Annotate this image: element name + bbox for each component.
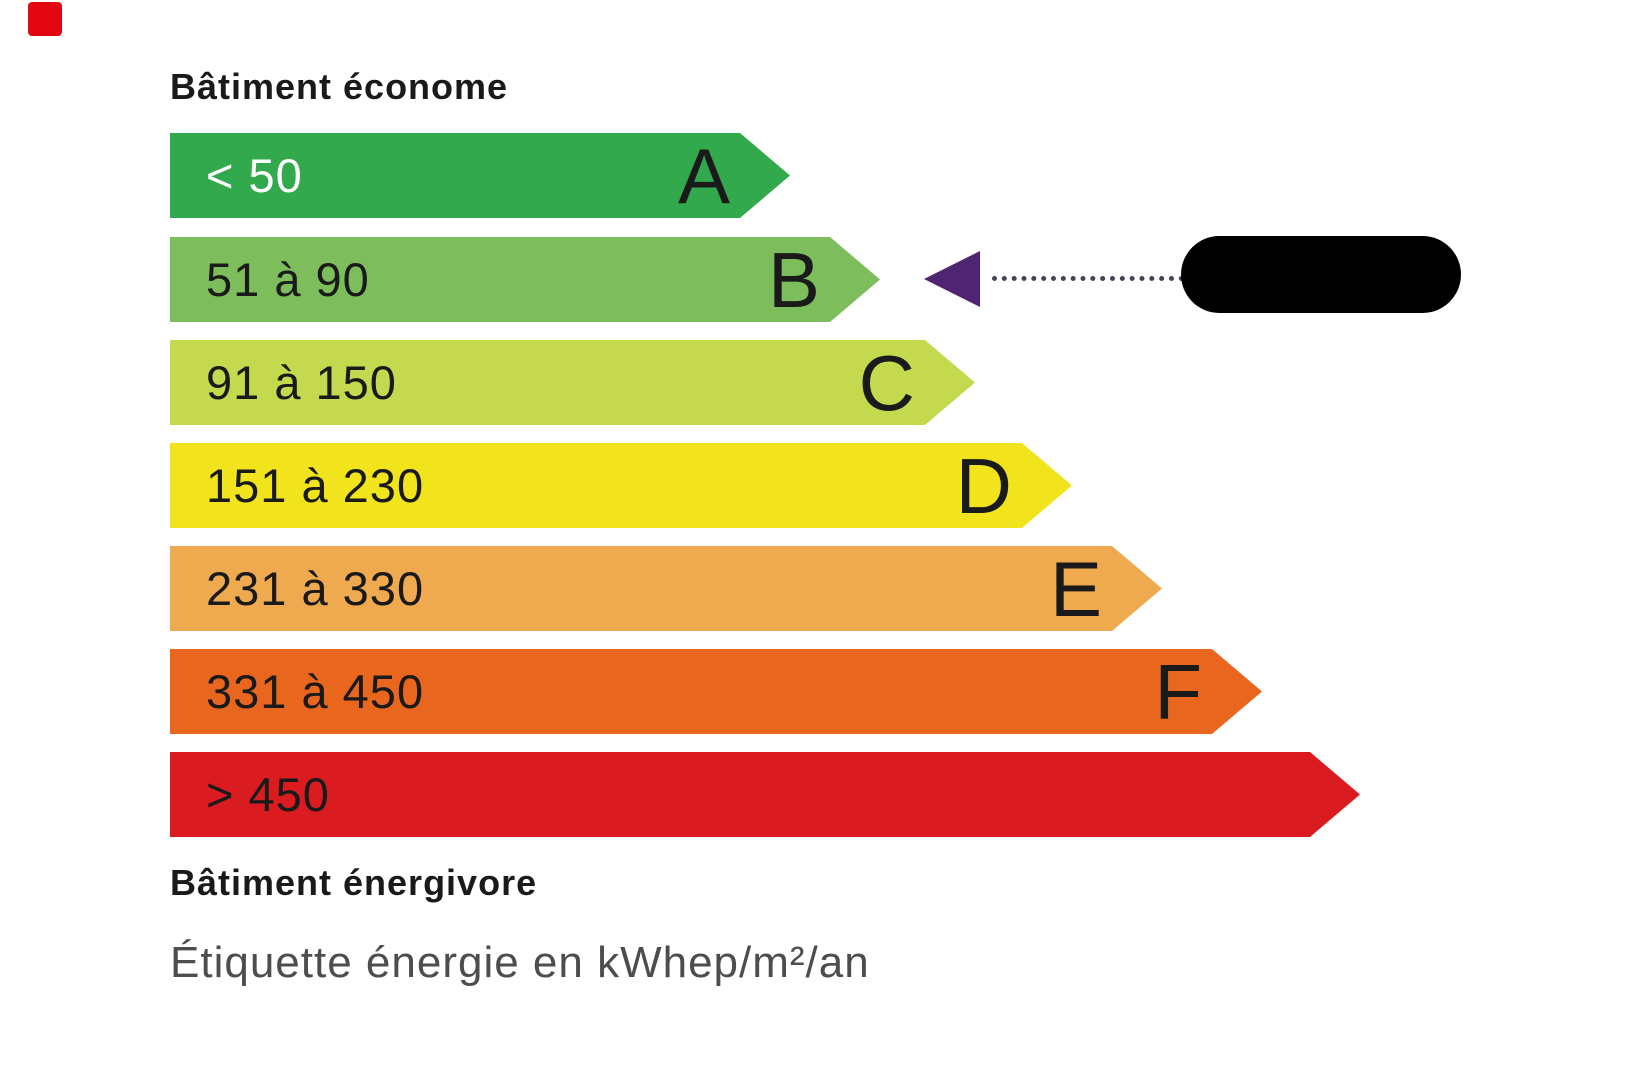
energy-bar-a-letter: A <box>677 131 730 220</box>
scale-bottom-label: Bâtiment énergivore <box>170 862 538 903</box>
energy-bar-f-letter: F <box>1154 647 1202 736</box>
selection-dotted-line <box>992 276 1184 281</box>
energy-bar-c-letter: C <box>858 338 915 427</box>
energy-bar-b-range: 51 à 90 <box>206 253 370 306</box>
energy-bar-f-range: 331 à 450 <box>206 665 425 718</box>
energy-bar-g-range: > 450 <box>206 768 330 821</box>
redacted-value <box>1181 236 1461 313</box>
energy-bar-e-range: 231 à 330 <box>206 562 425 615</box>
energy-bar-d: 151 à 230 D <box>170 443 1072 528</box>
energy-bar-f: 331 à 450 F <box>170 649 1262 734</box>
red-corner-mark <box>28 2 62 36</box>
energy-bar-c-range: 91 à 150 <box>206 356 397 409</box>
scale-top-label: Bâtiment économe <box>170 66 509 107</box>
energy-bar-b-letter: B <box>767 235 820 324</box>
energy-bar-e: 231 à 330 E <box>170 546 1162 631</box>
energy-bar-b: 51 à 90 B <box>170 237 880 322</box>
energy-bar-a: < 50 A <box>170 133 790 218</box>
energy-bar-a-range: < 50 <box>206 149 303 202</box>
energy-bar-c: 91 à 150 C <box>170 340 975 425</box>
energy-bar-d-letter: D <box>955 441 1012 530</box>
energy-bar-e-letter: E <box>1049 544 1102 633</box>
selection-arrow-icon <box>924 251 980 307</box>
chart-caption: Étiquette énergie en kWhep/m²/an <box>170 938 870 987</box>
energy-bar-d-range: 151 à 230 <box>206 459 425 512</box>
energy-bar-g: > 450 <box>170 752 1360 837</box>
